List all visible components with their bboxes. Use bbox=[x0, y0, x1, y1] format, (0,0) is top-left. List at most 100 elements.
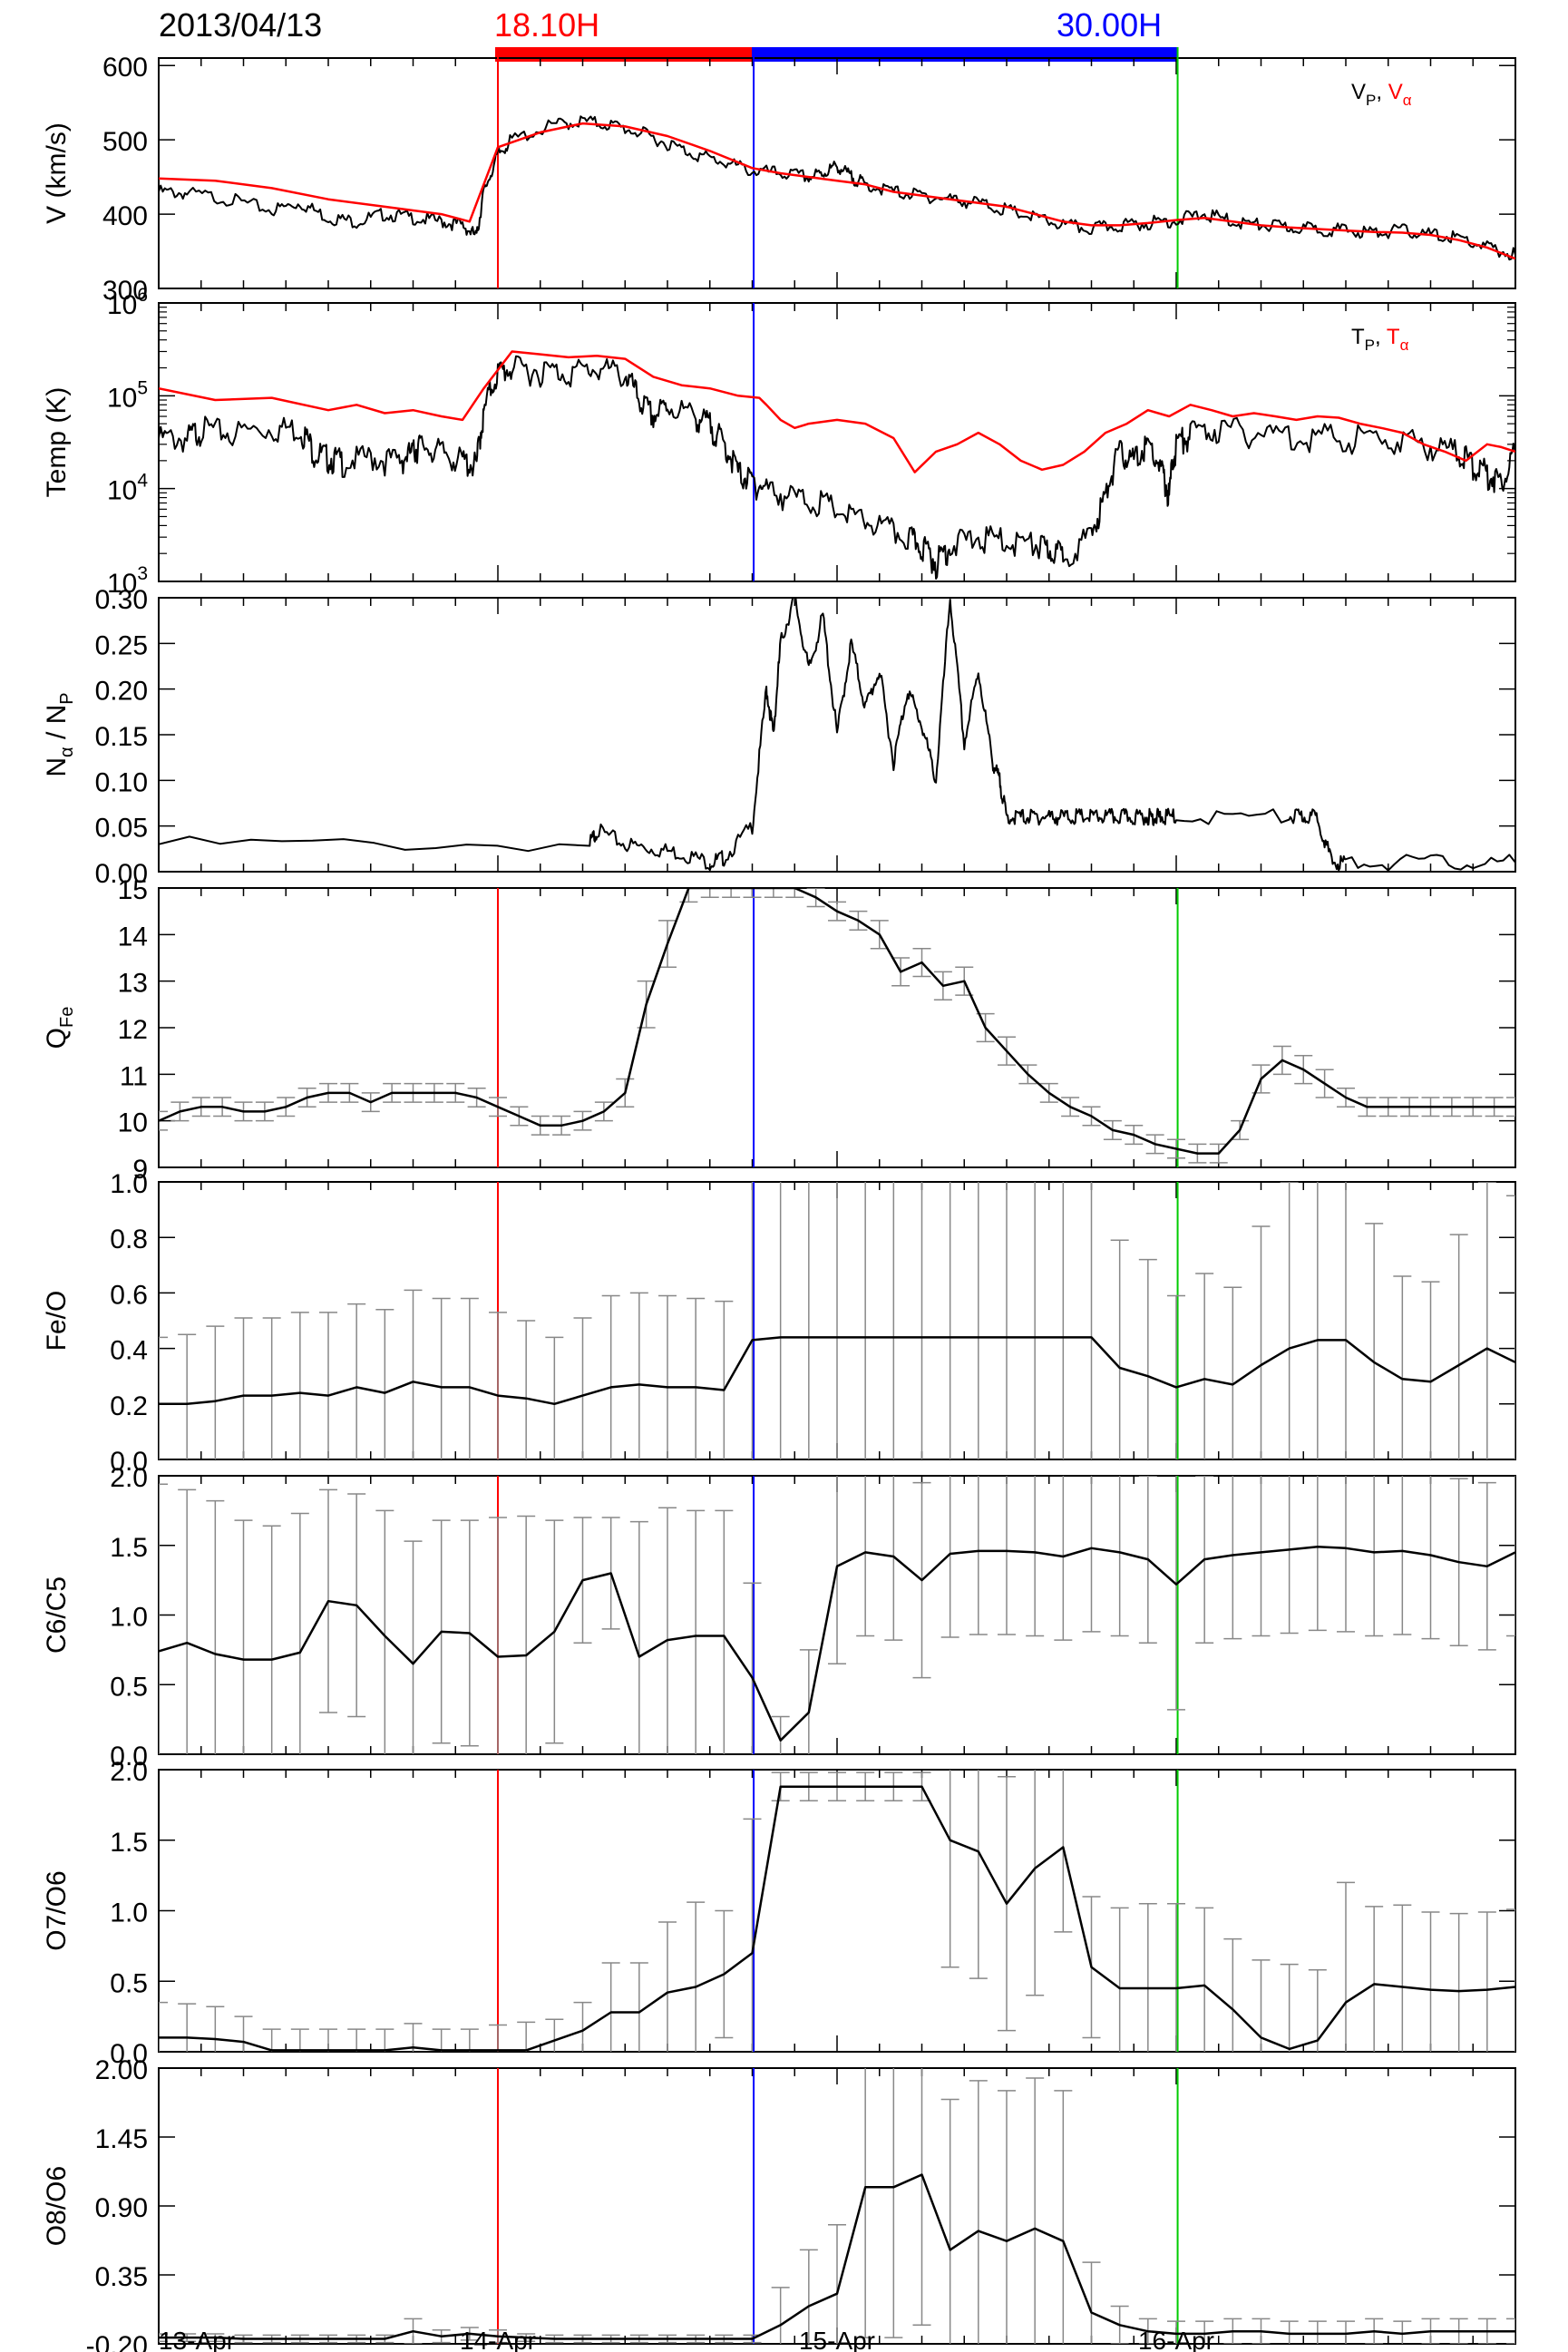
axis-label-part: P bbox=[57, 692, 77, 704]
series-line-black bbox=[159, 355, 1515, 580]
y-tick-label: 0.35 bbox=[95, 2262, 148, 2292]
y-axis-label: Fe/O bbox=[42, 1291, 72, 1352]
y-tick-label: 0.4 bbox=[110, 1336, 148, 1366]
series-line-black bbox=[159, 598, 1515, 872]
series-line-black bbox=[159, 1336, 1515, 1406]
y-tick-label: 11 bbox=[120, 1061, 148, 1091]
y-tick-exponent: 3 bbox=[137, 563, 148, 584]
red-interval-bar bbox=[495, 47, 752, 62]
y-tick-label: 0.0 bbox=[110, 1447, 148, 1477]
y-tick-label: 0.20 bbox=[95, 677, 148, 707]
y-tick-label: 0.05 bbox=[95, 814, 148, 844]
y-axis-label: QFe bbox=[42, 1007, 77, 1049]
axis-label-part: P bbox=[1365, 337, 1375, 354]
series-group bbox=[159, 1182, 1515, 1459]
series-group bbox=[159, 1770, 1515, 2052]
x-tick-label: 13-Apr bbox=[159, 2327, 235, 2352]
series-group bbox=[159, 1476, 1515, 1754]
y-tick-label: 1.45 bbox=[95, 2124, 148, 2154]
y-tick-label: 0.00 bbox=[95, 859, 148, 889]
y-tick-label: 0.0 bbox=[110, 2039, 148, 2069]
y-tick-label: 600 bbox=[102, 53, 148, 83]
series-group bbox=[159, 115, 1515, 261]
y-tick-label: 0.90 bbox=[95, 2193, 148, 2223]
y-tick-label: 0.25 bbox=[95, 630, 148, 660]
series-line-black bbox=[159, 888, 1515, 1155]
y-tick-label: 0.30 bbox=[95, 585, 148, 615]
series-group bbox=[159, 888, 1515, 1164]
y-tick-label: 0.0 bbox=[110, 1742, 148, 1771]
y-axis-label: Nα / NP bbox=[42, 692, 77, 776]
y-tick-label: 1.5 bbox=[110, 1828, 148, 1858]
y-tick-label: 12 bbox=[118, 1015, 148, 1045]
series-line-black bbox=[159, 1546, 1515, 1742]
series-line-black bbox=[159, 2173, 1515, 2340]
x-tick-label: 14-Apr bbox=[460, 2327, 536, 2352]
y-axis-label: C6/C5 bbox=[42, 1576, 72, 1654]
y-tick-label: -0.20 bbox=[86, 2331, 148, 2352]
axis-label-part: P bbox=[1366, 92, 1376, 109]
y-tick-label: 1.0 bbox=[110, 1898, 148, 1928]
x-tick-label: 15-Apr bbox=[799, 2327, 875, 2352]
y-tick-exponent: 4 bbox=[137, 471, 148, 492]
x-tick-label: 16-Apr bbox=[1138, 2327, 1214, 2352]
y-axis-label: O7/O6 bbox=[42, 1870, 72, 1950]
series-group bbox=[159, 2068, 1515, 2344]
y-tick-label: 1.5 bbox=[110, 1533, 148, 1563]
y-tick-label: 2.00 bbox=[95, 2055, 148, 2085]
y-tick-label: 13 bbox=[118, 969, 148, 999]
y-tick-label: 2.0 bbox=[110, 1463, 148, 1493]
axis-label-part: , bbox=[1376, 80, 1388, 104]
series-group bbox=[159, 350, 1515, 580]
y-tick-label: 103 bbox=[107, 563, 148, 599]
y-axis-label: V (km/s) bbox=[42, 122, 72, 224]
panel-qfe: 9 10 11 12 13 14 15 QFe bbox=[42, 875, 1516, 1185]
y-tick-label: 0.15 bbox=[95, 722, 148, 752]
axis-label-part: Fe bbox=[57, 1007, 77, 1028]
y-tick-label: 1.0 bbox=[110, 1603, 148, 1633]
axis-label-part: , bbox=[1375, 325, 1387, 349]
y-tick-label: 10 bbox=[118, 1108, 148, 1138]
y-tick-label: 0.5 bbox=[110, 1672, 148, 1702]
blue-interval-label: 30.00H bbox=[1057, 6, 1162, 44]
y-tick-exponent: 6 bbox=[137, 285, 148, 306]
y-tick-label: 300 bbox=[102, 276, 148, 306]
panel-c6-c5: 0.0 0.5 1.0 1.5 2.0 C6/C5 bbox=[42, 1463, 1516, 1771]
y-tick-label: 15 bbox=[118, 875, 148, 905]
y-tick-label: 500 bbox=[102, 127, 148, 157]
y-axis-label: Temp (K) bbox=[42, 387, 72, 498]
panel-alpha-ratio: 0.00 0.05 0.10 0.15 0.20 0.25 0.30 Nα / NP bbox=[42, 585, 1516, 889]
series-group bbox=[159, 598, 1515, 872]
date-title: 2013/04/13 bbox=[159, 6, 322, 44]
axis-label-part: V bbox=[1388, 80, 1403, 104]
axis-label-part: α bbox=[1403, 92, 1412, 109]
y-tick-label: 0.10 bbox=[95, 767, 148, 797]
axis-label-part: V bbox=[1351, 80, 1366, 104]
y-tick-label: 0.6 bbox=[110, 1280, 148, 1310]
y-tick-label: 1.0 bbox=[110, 1169, 148, 1199]
axis-label-part: / N bbox=[42, 705, 72, 747]
y-tick-label: 14 bbox=[118, 922, 148, 952]
series-line-red bbox=[159, 350, 1515, 473]
axis-label-part: α bbox=[57, 747, 77, 757]
legend: TP, Tα bbox=[1351, 325, 1409, 354]
y-axis-label: O8/O6 bbox=[42, 2166, 72, 2246]
red-interval-label: 18.10H bbox=[494, 6, 599, 44]
panel-velocity: 300 400 500 600 V (km/s) VP, Vα bbox=[42, 47, 1516, 306]
y-tick-exponent: 5 bbox=[137, 377, 148, 398]
axis-label-part: α bbox=[1400, 337, 1409, 354]
axis-label-part: T bbox=[1387, 325, 1400, 349]
panel-fe-o: 0.0 0.2 0.4 0.6 0.8 1.0 Fe/O bbox=[42, 1169, 1516, 1477]
axis-label-part: Q bbox=[42, 1028, 72, 1049]
y-tick-label: 9 bbox=[132, 1155, 148, 1185]
y-tick-label: 2.0 bbox=[110, 1757, 148, 1787]
series-line-red bbox=[159, 122, 1515, 260]
y-tick-label: 400 bbox=[102, 201, 148, 231]
panel-o8-o6: -0.20 0.35 0.90 1.45 2.00 O8/O6 bbox=[42, 2055, 1516, 2352]
panel-o7-o6: 0.0 0.5 1.0 1.5 2.0 O7/O6 bbox=[42, 1757, 1516, 2069]
y-tick-label: 0.8 bbox=[110, 1225, 148, 1254]
axis-label-part: T bbox=[1351, 325, 1365, 349]
